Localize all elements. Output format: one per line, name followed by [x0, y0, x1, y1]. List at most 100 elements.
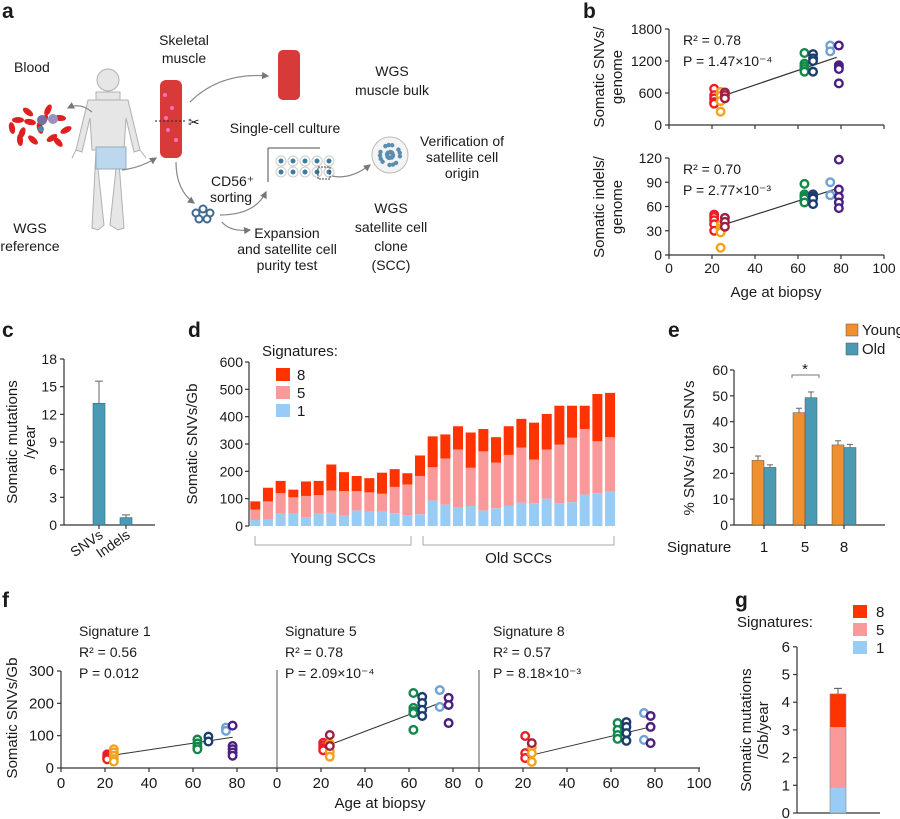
- f-sig0-point: [203, 736, 214, 747]
- label-wgs-muscle-bulk: muscle bulk: [355, 82, 430, 98]
- bar-snvs: [92, 402, 106, 526]
- bar-segment-signature-5: [326, 490, 337, 513]
- legend-label: 5: [876, 622, 884, 639]
- bar-segment-signature-1: [605, 491, 616, 526]
- x-tick-label: 80: [647, 775, 664, 792]
- bar-segment-signature-1: [465, 506, 476, 526]
- clone-cell-icon: [390, 162, 396, 167]
- red-blood-cell-icon: [44, 104, 52, 116]
- bar-segment-signature-5: [364, 492, 375, 512]
- y-tick-label: 120: [639, 150, 663, 166]
- nucleus-icon: [163, 93, 167, 97]
- label-expansion: purity test: [257, 257, 318, 273]
- satellite-cell-icon: [302, 169, 308, 175]
- label-single-cell-culture: Single-cell culture: [230, 120, 341, 136]
- panel-label-d: d: [188, 319, 201, 342]
- y-axis-label: Somatic SNVs/: [591, 26, 608, 128]
- y-tick-label: 3: [49, 489, 57, 505]
- bar-segment-signature-1: [250, 519, 261, 526]
- y-tick-label: 600: [220, 354, 244, 370]
- y-tick-label: 300: [220, 436, 244, 452]
- f-sig1-point: [417, 710, 428, 721]
- y-tick-label: 60: [712, 362, 728, 378]
- label-cd56-sorting: CD56⁺: [211, 173, 254, 189]
- bar-segment-signature-1: [415, 514, 426, 526]
- bar-segment-signature-5: [389, 486, 400, 514]
- bar-segment-signature-8: [313, 480, 324, 496]
- legend-label: 1: [876, 640, 884, 657]
- y-tick-label: 0: [235, 518, 243, 534]
- y-tick-label: 30: [646, 223, 662, 239]
- satellite-cell-icon: [290, 158, 296, 164]
- bar-segment-signature-5: [503, 454, 514, 506]
- label-wgs-muscle-bulk: WGS: [375, 63, 408, 79]
- bar-segment-signature-1: [453, 507, 464, 526]
- f-sig2-point: [612, 733, 623, 744]
- bar-segment-signature-5: [605, 437, 616, 492]
- bar-segment-signature-8: [389, 469, 400, 487]
- y-axis-label: Somatic SNVs/Gb: [184, 384, 201, 505]
- b-b_snvs-point: [833, 40, 844, 51]
- clone-cell-icon: [386, 142, 391, 148]
- bar-segment-signature-5: [313, 495, 324, 514]
- regression-line: [724, 188, 837, 225]
- red-blood-cell-icon: [24, 118, 36, 126]
- bar-segment-signature-1: [326, 512, 337, 526]
- bar-segment-signature-5: [415, 475, 426, 515]
- y-tick-label: 0: [46, 760, 54, 777]
- clone-cell-icon: [378, 156, 383, 162]
- x-tick-label: 60: [185, 775, 202, 792]
- bar-segment-signature-1: [300, 517, 311, 526]
- bar-segment-signature-8: [579, 405, 590, 429]
- y-tick-label: 0: [49, 517, 57, 533]
- bar-indels: [119, 517, 133, 526]
- bar-segment-signature-5: [579, 428, 590, 495]
- y-tick-label: 15: [41, 379, 57, 395]
- y-tick-label: 18: [41, 351, 57, 367]
- x-tick-label: 20: [704, 260, 720, 276]
- b-b_indels-point: [808, 199, 819, 210]
- f-sig1-point: [408, 687, 419, 698]
- label-wgs-scc: (SCC): [372, 257, 411, 273]
- panel-label-c: c: [2, 319, 14, 342]
- culture-plate-frame: [267, 147, 320, 182]
- bar-segment-signature-8: [338, 472, 349, 492]
- bar-segment-signature-8: [491, 437, 502, 463]
- bar-segment-signature-8: [605, 392, 616, 438]
- bar-segment-signature-5: [338, 491, 349, 516]
- legend-title: Signatures:: [262, 343, 338, 360]
- bar-segment-signature-8: [250, 501, 261, 510]
- y-tick-label: 400: [220, 409, 244, 425]
- x-tick-label: 40: [559, 775, 576, 792]
- group-bracket: [254, 536, 412, 546]
- f-sig1-point: [324, 741, 335, 752]
- white-blood-cell-icon: [48, 114, 58, 124]
- clone-cell-icon: [397, 154, 403, 159]
- bar-segment-signature-1: [554, 503, 565, 526]
- satellite-cell-icon: [326, 158, 332, 164]
- f-sig2-point: [645, 738, 656, 749]
- blood-arrow: [66, 102, 93, 113]
- b-b_snvs-point: [808, 66, 819, 77]
- y-tick-label: 60: [646, 199, 662, 215]
- bar-segment-signature-5: [465, 467, 476, 507]
- label-expansion: and satellite cell: [237, 241, 337, 257]
- bar-segment-signature-1: [516, 502, 527, 526]
- bar-segment-signature-5: [529, 459, 540, 504]
- bar-segment-signature-8: [440, 434, 451, 459]
- f-sig2-point: [645, 721, 656, 732]
- f-sig2-point: [520, 730, 531, 741]
- y-axis-label: % SNVs/ total SNVs: [681, 380, 698, 515]
- legend-swatch-old: [845, 342, 859, 356]
- x-tick-label: 80: [445, 775, 462, 792]
- subplot-title: Signature 1: [79, 623, 151, 639]
- b-b_indels-point: [833, 154, 844, 165]
- bar-segment-signature-8: [351, 475, 362, 492]
- panel-label-f: f: [2, 589, 10, 612]
- label-wgs-reference: reference: [0, 238, 59, 254]
- clone-cell-icon: [390, 143, 395, 148]
- y-axis-label: genome: [609, 180, 626, 234]
- y-tick-label: 600: [639, 85, 663, 101]
- verification-arrow: [331, 164, 371, 178]
- bar-segment-signature-1: [440, 504, 451, 526]
